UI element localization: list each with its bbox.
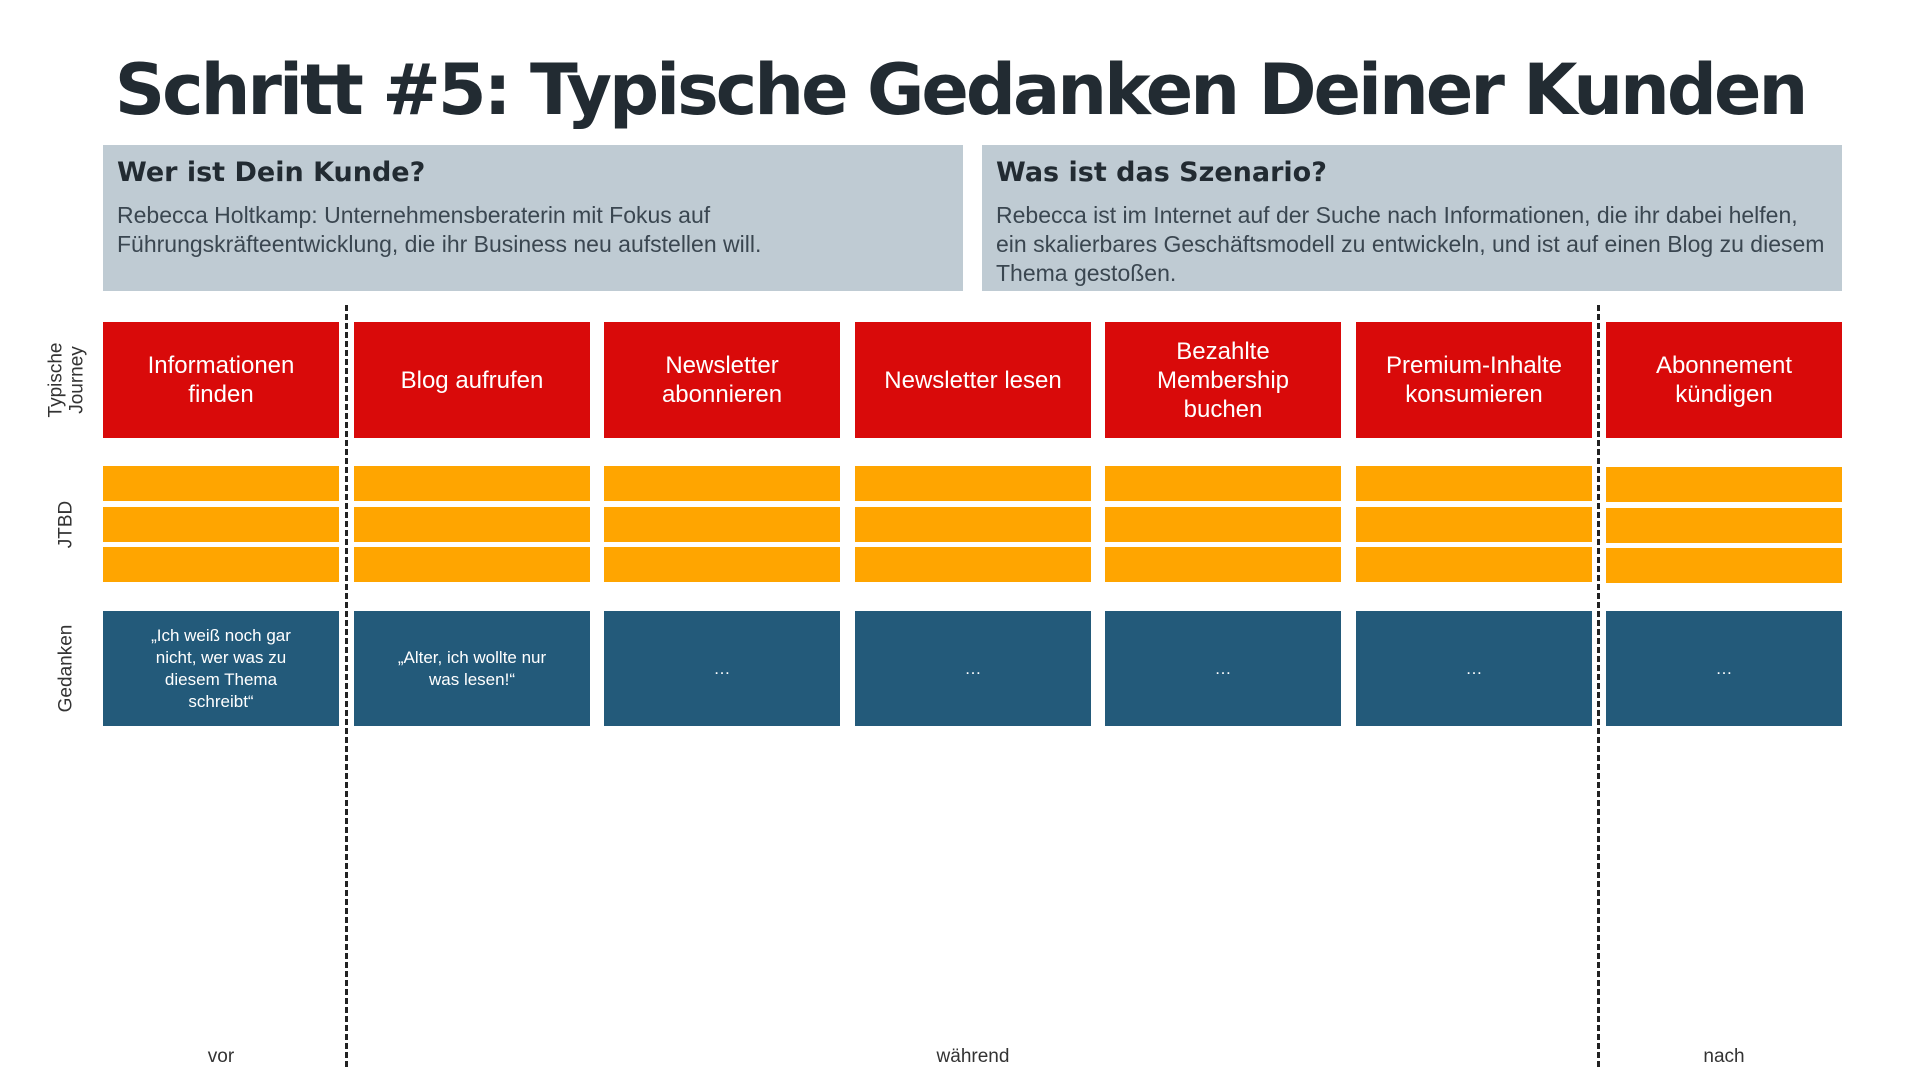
row-label-thoughts: Gedanken — [46, 611, 86, 726]
jtbd-bar — [354, 507, 590, 542]
journey-step: Premium-Inhalte konsumieren — [1356, 322, 1592, 438]
thought-box: … — [1356, 611, 1592, 726]
journey-step: Bezahlte Membership buchen — [1105, 322, 1341, 438]
row-label-jtbd: JTBD — [46, 466, 86, 582]
jtbd-bar — [1356, 547, 1592, 582]
page-title: Schritt #5: Typische Gedanken Deiner Kun… — [114, 49, 1809, 131]
thought-box: … — [855, 611, 1091, 726]
phase-divider-after — [1597, 305, 1600, 1067]
customer-text: Rebecca Holtkamp: Unternehmensberaterin … — [117, 202, 762, 257]
scenario-text: Rebecca ist im Internet auf der Suche na… — [996, 202, 1825, 286]
jtbd-bar — [1606, 467, 1842, 502]
jtbd-bar — [1356, 507, 1592, 542]
journey-step: Informationen finden — [103, 322, 339, 438]
row-label-journey-text: Typische Journey — [45, 342, 88, 418]
thought-box: „Alter, ich wollte nur was lesen!“ — [354, 611, 590, 726]
jtbd-bar — [354, 466, 590, 501]
thought-box: „Ich weiß noch gar nicht, wer was zu die… — [103, 611, 339, 726]
phase-label-after: nach — [1703, 1046, 1745, 1067]
scenario-box: Was ist das Szenario? Rebecca ist im Int… — [982, 145, 1842, 291]
row-label-jtbd-text: JTBD — [55, 500, 77, 548]
customer-box: Wer ist Dein Kunde? Rebecca Holtkamp: Un… — [103, 145, 963, 291]
row-label-journey: Typische Journey — [45, 322, 88, 438]
jtbd-bar — [1105, 466, 1341, 501]
jtbd-bar — [103, 547, 339, 582]
phase-label-before: vor — [207, 1046, 235, 1067]
jtbd-bar — [1105, 547, 1341, 582]
journey-step: Newsletter lesen — [855, 322, 1091, 438]
journey-step: Abonnement kündigen — [1606, 322, 1842, 438]
jtbd-bar — [1606, 508, 1842, 543]
jtbd-bar — [103, 507, 339, 542]
journey-step: Newsletter abonnieren — [604, 322, 840, 438]
journey-step: Blog aufrufen — [354, 322, 590, 438]
jtbd-bar — [1356, 466, 1592, 501]
jtbd-bar — [103, 466, 339, 501]
jtbd-bar — [604, 507, 840, 542]
scenario-heading: Was ist das Szenario? — [996, 157, 1327, 188]
jtbd-bar — [1105, 507, 1341, 542]
jtbd-bar — [1606, 548, 1842, 583]
customer-heading: Wer ist Dein Kunde? — [117, 157, 426, 188]
jtbd-bar — [855, 507, 1091, 542]
jtbd-bar — [354, 547, 590, 582]
jtbd-bar — [604, 547, 840, 582]
jtbd-bar — [855, 466, 1091, 501]
thought-box: … — [1606, 611, 1842, 726]
jtbd-bar — [855, 547, 1091, 582]
thought-box: … — [1105, 611, 1341, 726]
jtbd-bar — [604, 466, 840, 501]
phase-label-during: während — [936, 1046, 1010, 1067]
phase-divider-before — [345, 305, 348, 1067]
row-label-thoughts-text: Gedanken — [55, 624, 77, 713]
thought-box: … — [604, 611, 840, 726]
